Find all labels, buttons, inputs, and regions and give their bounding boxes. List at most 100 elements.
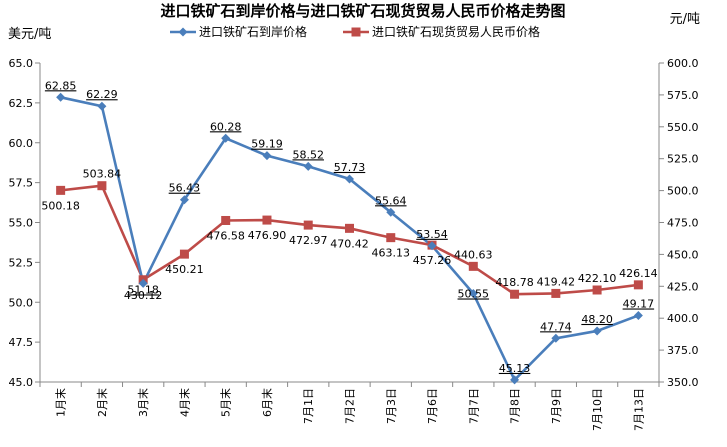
series-point-rmb-price (345, 223, 354, 233)
series-point-rmb-price (221, 215, 231, 225)
data-label-cif-price: 45.13 (499, 362, 531, 375)
x-tick-label: 5月末 (219, 388, 233, 417)
data-label-rmb-price: 450.21 (165, 263, 204, 276)
series-point-cif-price (56, 92, 66, 102)
y-left-tick-label: 45.0 (9, 376, 34, 389)
y-left-tick-label: 62.5 (9, 97, 34, 110)
data-label-rmb-price: 472.97 (289, 234, 328, 247)
data-label-cif-price: 62.85 (45, 79, 77, 92)
y-right-tick-label: 475.0 (667, 217, 699, 230)
x-tick-label: 3月末 (136, 388, 150, 417)
y-right-tick-label: 400.0 (667, 312, 699, 325)
series-point-rmb-price (56, 185, 66, 195)
x-tick-label: 7月2日 (344, 388, 357, 424)
data-label-cif-price: 51.18 (127, 283, 159, 296)
y-left-tick-label: 60.0 (9, 137, 34, 150)
series-point-cif-price (551, 333, 561, 343)
legend-marker-cif-price (178, 27, 188, 37)
series-point-cif-price (345, 174, 354, 184)
data-label-cif-price: 48.20 (581, 313, 613, 326)
data-label-rmb-price: 426.14 (619, 267, 658, 280)
x-tick-label: 7月8日 (509, 388, 522, 424)
series-point-rmb-price (551, 288, 561, 298)
data-label-rmb-price: 500.18 (41, 199, 80, 212)
series-point-cif-price (97, 101, 107, 111)
y-right-tick-label: 450.0 (667, 248, 699, 261)
data-label-cif-price: 59.19 (251, 138, 283, 151)
series-point-rmb-price (510, 289, 520, 299)
y-right-tick-label: 600.0 (667, 57, 699, 70)
series-point-cif-price (179, 195, 189, 205)
x-tick-label: 1月末 (54, 388, 68, 417)
legend: 进口铁矿石到岸价格 进口铁矿石现货贸易人民币价格 (170, 24, 540, 39)
series-point-cif-price (221, 133, 231, 143)
data-label-rmb-price: 440.63 (454, 248, 493, 261)
x-tick-label: 7月10日 (591, 388, 604, 431)
axes: 65.0 62.5 60.0 57.5 55.0 52.5 50.0 47.5 45.0 600.… (9, 57, 699, 431)
data-label-cif-price: 60.28 (210, 120, 242, 133)
series-point-rmb-price (179, 249, 189, 259)
series-point-rmb-price (97, 181, 107, 191)
data-label-cif-price: 56.43 (169, 182, 201, 195)
series-point-cif-price (592, 326, 602, 336)
series-layer (56, 92, 643, 385)
data-label-cif-price: 53.54 (416, 228, 448, 241)
data-label-cif-price: 49.17 (623, 297, 655, 310)
series-point-cif-price (427, 241, 437, 251)
data-label-layer: 62.85 62.29 51.18 56.43 60.28 59.19 58.52 57.73… (41, 79, 657, 375)
x-tick-label: 7月1日 (302, 388, 315, 424)
data-label-rmb-price: 419.42 (537, 275, 576, 288)
legend-label-rmb-price: 进口铁矿石现货贸易人民币价格 (372, 24, 540, 39)
x-tick-label: 2月末 (95, 388, 109, 417)
x-tick-label: 7月7日 (467, 388, 480, 424)
data-label-rmb-price: 457.26 (413, 254, 452, 267)
series-point-cif-price (386, 207, 396, 217)
series-point-cif-price (262, 151, 272, 161)
data-label-rmb-price: 470.42 (330, 237, 369, 250)
data-label-cif-price: 58.52 (292, 148, 324, 161)
y-left-tick-label: 65.0 (9, 57, 34, 70)
y-axis-right-unit: 元/吨 (670, 12, 700, 27)
data-label-rmb-price: 422.10 (578, 272, 617, 285)
series-point-rmb-price (386, 233, 396, 243)
series-point-rmb-price (468, 261, 478, 271)
legend-marker-rmb-price (351, 27, 361, 37)
series-point-rmb-price (633, 280, 643, 290)
data-label-cif-price: 55.64 (375, 194, 407, 207)
chart-title: 进口铁矿石到岸价格与进口铁矿石现货贸易人民币价格走势图 (160, 2, 565, 20)
series-point-cif-price (633, 310, 643, 320)
x-tick-label: 7月6日 (426, 388, 439, 424)
data-label-rmb-price: 476.90 (248, 229, 287, 242)
legend-label-cif-price: 进口铁矿石到岸价格 (199, 24, 307, 39)
y-right-tick-label: 525.0 (667, 153, 699, 166)
y-right-tick-label: 425.0 (667, 280, 699, 293)
data-label-rmb-price: 503.84 (83, 168, 122, 181)
y-right-tick-label: 575.0 (667, 89, 699, 102)
data-label-cif-price: 50.55 (458, 287, 490, 300)
data-label-cif-price: 57.73 (334, 161, 366, 174)
series-point-cif-price (468, 288, 478, 298)
data-label-rmb-price: 430.12 (124, 289, 163, 302)
y-left-tick-label: 55.0 (9, 217, 34, 230)
series-point-rmb-price (262, 215, 272, 225)
y-right-tick-label: 375.0 (667, 344, 699, 357)
x-tick-label: 4月末 (177, 388, 191, 417)
x-tick-label: 7月3日 (385, 388, 398, 424)
y-left-tick-label: 47.5 (9, 336, 34, 349)
series-point-rmb-price (303, 220, 313, 230)
series-point-cif-price (138, 278, 148, 288)
data-label-rmb-price: 463.13 (372, 247, 411, 260)
x-tick-label: 7月13日 (632, 388, 645, 431)
y-left-tick-label: 57.5 (9, 177, 34, 190)
y-axis-left-unit: 美元/吨 (8, 27, 51, 42)
data-label-cif-price: 47.74 (540, 320, 572, 333)
y-right-tick-label: 350.0 (667, 376, 699, 389)
data-label-cif-price: 62.29 (86, 88, 118, 101)
series-point-cif-price (303, 161, 313, 171)
y-right-tick-label: 500.0 (667, 185, 699, 198)
y-left-tick-label: 50.0 (9, 296, 34, 309)
data-label-rmb-price: 418.78 (495, 276, 534, 289)
x-tick-label: 6月末 (260, 388, 274, 417)
series-point-cif-price (510, 375, 520, 385)
